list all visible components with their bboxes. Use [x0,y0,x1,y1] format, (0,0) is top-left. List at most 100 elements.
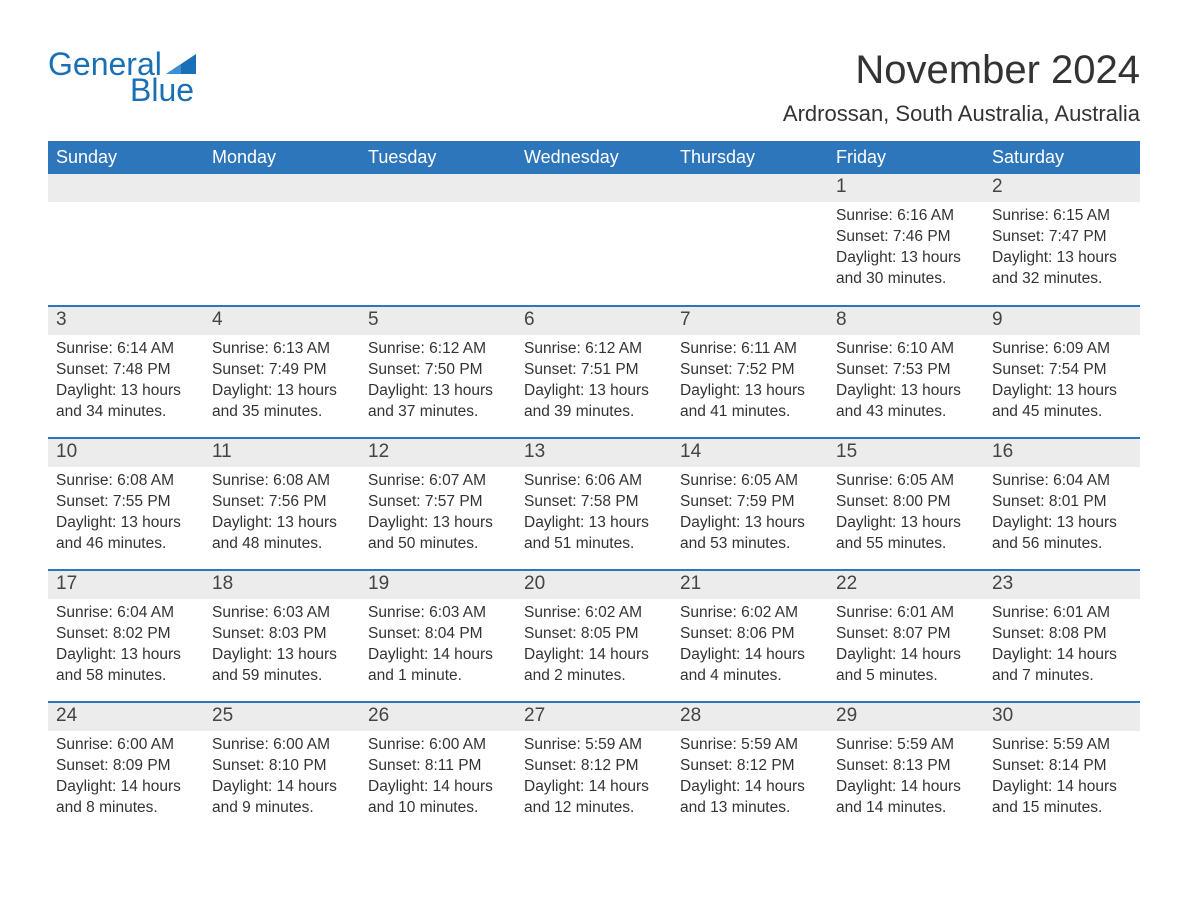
calendar-cell: 22Sunrise: 6:01 AMSunset: 8:07 PMDayligh… [828,570,984,702]
day-details: Sunrise: 6:11 AMSunset: 7:52 PMDaylight:… [672,335,828,431]
day-number: 18 [204,571,360,599]
sunset-line: Sunset: 8:14 PM [992,756,1132,777]
calendar-body: 1Sunrise: 6:16 AMSunset: 7:46 PMDaylight… [48,174,1140,834]
day-number: 16 [984,439,1140,467]
sunset-line: Sunset: 8:01 PM [992,492,1132,513]
flag-icon [166,54,196,74]
empty-day-band [204,174,360,202]
sunset-line: Sunset: 7:46 PM [836,227,976,248]
day-number: 17 [48,571,204,599]
sunrise-line: Sunrise: 6:00 AM [56,735,196,756]
daylight-line: Daylight: 14 hours and 2 minutes. [524,645,664,687]
day-details: Sunrise: 6:00 AMSunset: 8:11 PMDaylight:… [360,731,516,827]
sunrise-line: Sunrise: 6:01 AM [836,603,976,624]
day-details: Sunrise: 6:05 AMSunset: 8:00 PMDaylight:… [828,467,984,563]
day-details: Sunrise: 6:14 AMSunset: 7:48 PMDaylight:… [48,335,204,431]
calendar-cell: 6Sunrise: 6:12 AMSunset: 7:51 PMDaylight… [516,306,672,438]
day-number: 7 [672,307,828,335]
title-block: November 2024 Ardrossan, South Australia… [783,48,1140,127]
sunset-line: Sunset: 7:57 PM [368,492,508,513]
calendar-row: 3Sunrise: 6:14 AMSunset: 7:48 PMDaylight… [48,306,1140,438]
calendar-cell: 4Sunrise: 6:13 AMSunset: 7:49 PMDaylight… [204,306,360,438]
calendar-cell: 25Sunrise: 6:00 AMSunset: 8:10 PMDayligh… [204,702,360,834]
day-details: Sunrise: 6:02 AMSunset: 8:06 PMDaylight:… [672,599,828,695]
sunrise-line: Sunrise: 5:59 AM [524,735,664,756]
sunset-line: Sunset: 8:08 PM [992,624,1132,645]
day-details: Sunrise: 6:04 AMSunset: 8:02 PMDaylight:… [48,599,204,695]
day-details: Sunrise: 5:59 AMSunset: 8:14 PMDaylight:… [984,731,1140,827]
day-number: 8 [828,307,984,335]
daylight-line: Daylight: 14 hours and 14 minutes. [836,777,976,819]
day-details: Sunrise: 6:07 AMSunset: 7:57 PMDaylight:… [360,467,516,563]
daylight-line: Daylight: 13 hours and 55 minutes. [836,513,976,555]
daylight-line: Daylight: 13 hours and 58 minutes. [56,645,196,687]
sunset-line: Sunset: 7:58 PM [524,492,664,513]
daylight-line: Daylight: 13 hours and 43 minutes. [836,381,976,423]
daylight-line: Daylight: 13 hours and 45 minutes. [992,381,1132,423]
day-number: 10 [48,439,204,467]
day-details: Sunrise: 6:03 AMSunset: 8:04 PMDaylight:… [360,599,516,695]
sunrise-line: Sunrise: 6:09 AM [992,339,1132,360]
day-details: Sunrise: 6:10 AMSunset: 7:53 PMDaylight:… [828,335,984,431]
calendar-cell: 11Sunrise: 6:08 AMSunset: 7:56 PMDayligh… [204,438,360,570]
day-details: Sunrise: 6:09 AMSunset: 7:54 PMDaylight:… [984,335,1140,431]
sunrise-line: Sunrise: 6:11 AM [680,339,820,360]
calendar-cell: 18Sunrise: 6:03 AMSunset: 8:03 PMDayligh… [204,570,360,702]
calendar-cell: 15Sunrise: 6:05 AMSunset: 8:00 PMDayligh… [828,438,984,570]
sunrise-line: Sunrise: 6:12 AM [524,339,664,360]
day-details: Sunrise: 5:59 AMSunset: 8:12 PMDaylight:… [516,731,672,827]
calendar-cell: 28Sunrise: 5:59 AMSunset: 8:12 PMDayligh… [672,702,828,834]
sunset-line: Sunset: 7:59 PM [680,492,820,513]
daylight-line: Daylight: 13 hours and 30 minutes. [836,248,976,290]
calendar-cell: 13Sunrise: 6:06 AMSunset: 7:58 PMDayligh… [516,438,672,570]
day-details: Sunrise: 6:00 AMSunset: 8:09 PMDaylight:… [48,731,204,827]
calendar-cell [516,174,672,306]
sunset-line: Sunset: 7:53 PM [836,360,976,381]
weekday-header: Monday [204,141,360,174]
calendar-cell: 12Sunrise: 6:07 AMSunset: 7:57 PMDayligh… [360,438,516,570]
calendar-cell: 26Sunrise: 6:00 AMSunset: 8:11 PMDayligh… [360,702,516,834]
calendar-row: 10Sunrise: 6:08 AMSunset: 7:55 PMDayligh… [48,438,1140,570]
month-title: November 2024 [783,48,1140,93]
calendar-cell: 8Sunrise: 6:10 AMSunset: 7:53 PMDaylight… [828,306,984,438]
sunrise-line: Sunrise: 6:04 AM [992,471,1132,492]
day-number: 9 [984,307,1140,335]
sunrise-line: Sunrise: 6:08 AM [212,471,352,492]
calendar-cell: 5Sunrise: 6:12 AMSunset: 7:50 PMDaylight… [360,306,516,438]
logo-text-blue: Blue [130,74,196,106]
sunrise-line: Sunrise: 6:06 AM [524,471,664,492]
weekday-header: Tuesday [360,141,516,174]
day-number: 22 [828,571,984,599]
daylight-line: Daylight: 14 hours and 1 minute. [368,645,508,687]
daylight-line: Daylight: 14 hours and 8 minutes. [56,777,196,819]
calendar-row: 1Sunrise: 6:16 AMSunset: 7:46 PMDaylight… [48,174,1140,306]
day-details: Sunrise: 6:08 AMSunset: 7:55 PMDaylight:… [48,467,204,563]
sunset-line: Sunset: 8:13 PM [836,756,976,777]
daylight-line: Daylight: 13 hours and 50 minutes. [368,513,508,555]
calendar-cell [48,174,204,306]
sunset-line: Sunset: 8:05 PM [524,624,664,645]
empty-day-band [48,174,204,202]
calendar-row: 24Sunrise: 6:00 AMSunset: 8:09 PMDayligh… [48,702,1140,834]
day-details: Sunrise: 6:15 AMSunset: 7:47 PMDaylight:… [984,202,1140,298]
calendar-cell [204,174,360,306]
sunrise-line: Sunrise: 6:05 AM [836,471,976,492]
calendar-cell: 27Sunrise: 5:59 AMSunset: 8:12 PMDayligh… [516,702,672,834]
logo: General Blue [48,48,196,106]
sunrise-line: Sunrise: 6:02 AM [680,603,820,624]
daylight-line: Daylight: 13 hours and 48 minutes. [212,513,352,555]
empty-day-band [672,174,828,202]
calendar-cell: 17Sunrise: 6:04 AMSunset: 8:02 PMDayligh… [48,570,204,702]
day-details: Sunrise: 6:08 AMSunset: 7:56 PMDaylight:… [204,467,360,563]
sunset-line: Sunset: 8:07 PM [836,624,976,645]
sunset-line: Sunset: 8:12 PM [524,756,664,777]
day-number: 26 [360,703,516,731]
day-number: 27 [516,703,672,731]
day-details: Sunrise: 6:12 AMSunset: 7:50 PMDaylight:… [360,335,516,431]
day-details: Sunrise: 6:03 AMSunset: 8:03 PMDaylight:… [204,599,360,695]
sunrise-line: Sunrise: 6:14 AM [56,339,196,360]
calendar-header-row: SundayMondayTuesdayWednesdayThursdayFrid… [48,141,1140,174]
weekday-header: Friday [828,141,984,174]
sunset-line: Sunset: 8:04 PM [368,624,508,645]
daylight-line: Daylight: 14 hours and 15 minutes. [992,777,1132,819]
